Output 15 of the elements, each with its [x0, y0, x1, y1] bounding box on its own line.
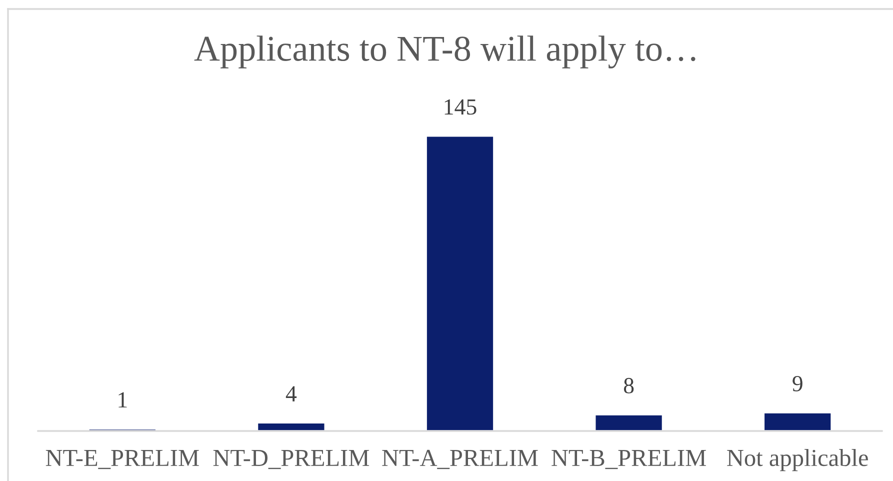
bar	[426, 136, 494, 431]
bar	[594, 414, 664, 431]
bar	[256, 422, 326, 431]
x-tick-label: NT-B_PRELIM	[552, 450, 706, 470]
x-tick-label: NT-E_PRELIM	[46, 450, 199, 470]
data-label: 145	[444, 99, 476, 115]
x-tick-label: NT-D_PRELIM	[213, 450, 370, 470]
data-label: 8	[624, 378, 634, 394]
x-tick-label: NT-A_PRELIM	[382, 450, 538, 470]
chart-title: Applicants to NT-8 will apply to…	[194, 36, 696, 68]
data-label: 1	[118, 392, 127, 408]
data-label: 4	[286, 386, 297, 402]
x-tick-label: Not applicable	[727, 449, 868, 472]
bar	[763, 412, 832, 431]
data-label: 9	[792, 376, 802, 392]
